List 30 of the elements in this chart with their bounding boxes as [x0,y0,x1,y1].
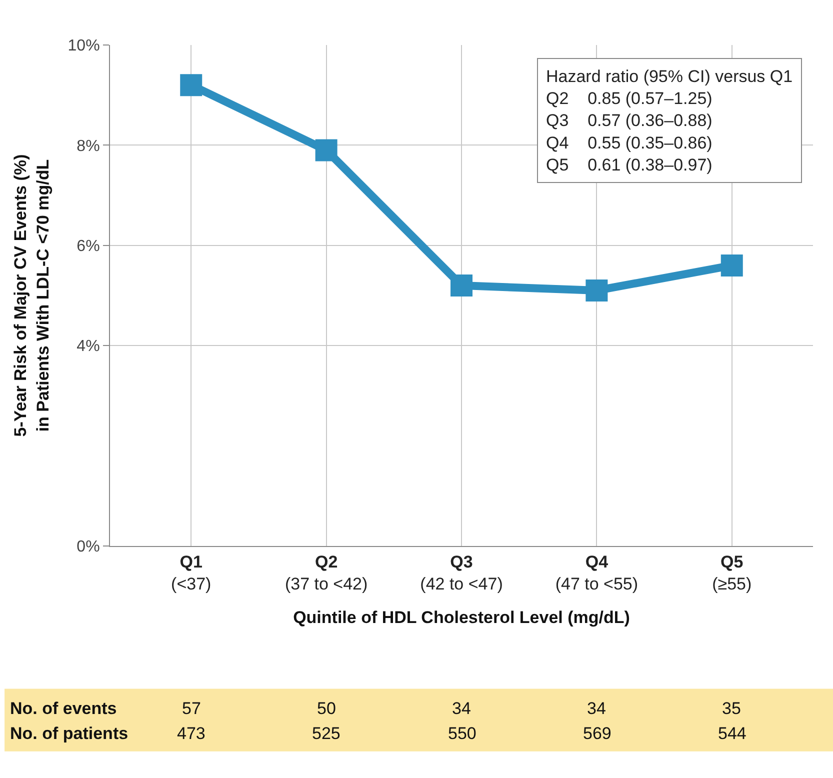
point [315,139,338,162]
x-tick-label: Q4 (47 to <55) [555,552,638,594]
text: 34 [452,699,471,718]
point [450,274,472,296]
text: 34 [587,699,606,718]
text: 569 [583,724,612,743]
text: No. of events [10,699,117,718]
y-tick-label: 8% [76,138,100,155]
point [180,74,202,96]
annotation: Hazard ratio (95% CI) versus Q1 Q2 0.85 (0.57–1.25) Q3 0.57 (0.36–0.88) Q4 0.55 (0.35–0.86) Q5 0.61 (0.38–0.97) [546,67,793,174]
text: 550 [448,724,476,743]
text: 35 [722,699,741,718]
x-tick-label: Q3 (42 to <47) [420,552,503,594]
text: 525 [312,724,340,743]
y-tick-label: 4% [76,338,100,356]
y-tick-label: 6% [76,238,100,255]
point [720,254,743,276]
text: 57 [182,699,201,718]
y-tick-label: 10% [68,38,100,55]
x-tick-label: Q1 (<37) [171,552,212,594]
text: 50 [317,699,336,718]
x-tick-label: Q5 (≥55) [712,552,752,594]
text: 473 [177,724,206,743]
text: No. of patients [10,724,128,743]
x-tick-label: Q2 (37 to <42) [284,552,368,594]
y-tick-label: 0% [76,538,100,556]
point [586,279,608,302]
y-axis-title: 5-Year Risk of Major CV Events (%) in Patients With LDL-C <70 mg/dL [11,154,52,437]
x-axis-title: Quintile of HDL Cholesterol Level (mg/dL) [293,608,630,627]
text: 544 [718,724,746,743]
